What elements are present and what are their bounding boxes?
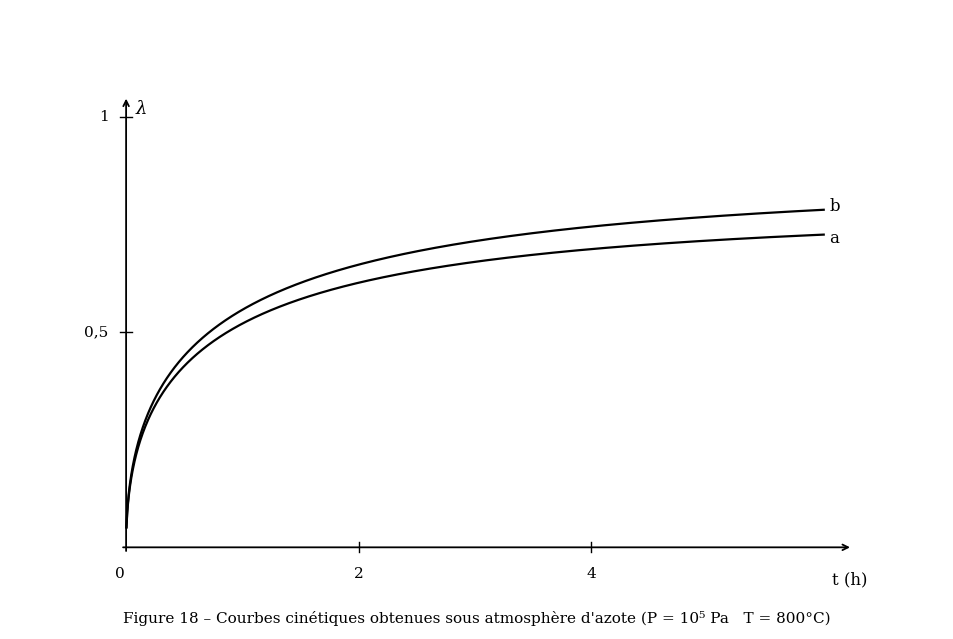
Text: Figure 18 – Courbes cinétiques obtenues sous atmosphère d'azote (P = 10⁵ Pa   T : Figure 18 – Courbes cinétiques obtenues … xyxy=(123,612,830,626)
Text: 4: 4 xyxy=(586,567,596,581)
Text: a: a xyxy=(829,229,839,247)
Text: b: b xyxy=(829,198,840,215)
Text: 0: 0 xyxy=(115,567,125,581)
Text: 0,5: 0,5 xyxy=(84,325,109,339)
Text: 1: 1 xyxy=(99,111,109,125)
Text: t (h): t (h) xyxy=(831,571,866,588)
Text: 2: 2 xyxy=(354,567,363,581)
Text: λ: λ xyxy=(135,100,147,118)
